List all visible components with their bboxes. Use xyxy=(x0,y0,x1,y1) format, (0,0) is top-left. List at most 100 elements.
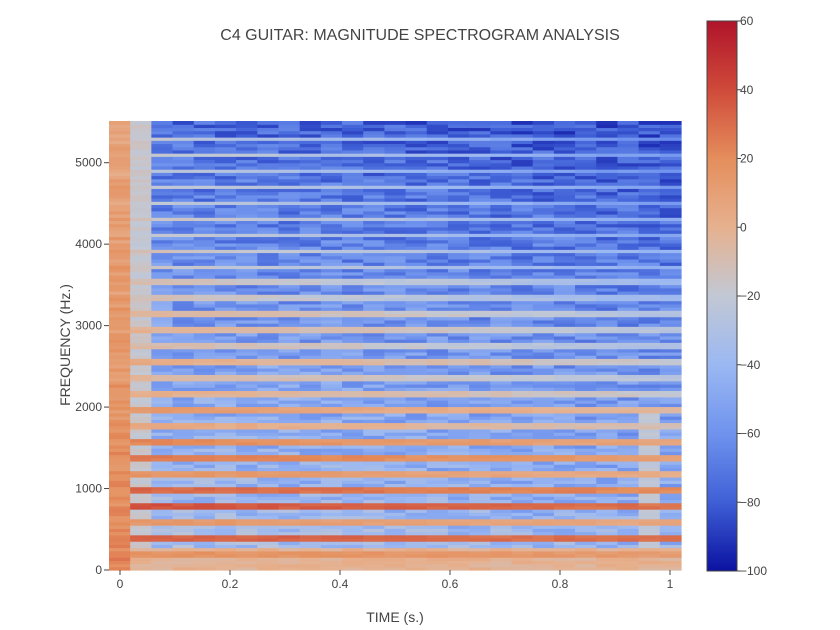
heatmap-cell xyxy=(151,220,174,225)
heatmap-cell xyxy=(469,307,491,311)
heatmap-cell xyxy=(532,512,555,517)
heatmap-cell xyxy=(130,396,152,401)
heatmap-cell xyxy=(575,422,597,427)
spectrogram-heatmap[interactable] xyxy=(109,121,682,571)
heatmap-cell xyxy=(384,278,407,282)
heatmap-cell xyxy=(320,307,343,311)
heatmap-cell xyxy=(278,396,301,401)
heatmap-cell xyxy=(447,153,470,157)
heatmap-cell xyxy=(490,332,513,337)
heatmap-cell xyxy=(617,355,640,359)
heatmap-cell xyxy=(426,473,449,478)
heatmap-cell xyxy=(617,339,640,343)
heatmap-cell xyxy=(320,127,343,132)
heatmap-cell xyxy=(553,470,576,475)
heatmap-cell xyxy=(172,467,195,472)
heatmap-cell xyxy=(405,268,428,273)
heatmap-cell xyxy=(257,133,280,138)
heatmap-cell xyxy=(490,515,513,520)
heatmap-cell xyxy=(511,470,534,475)
heatmap-cell xyxy=(109,422,131,427)
heatmap-cell xyxy=(447,451,470,456)
heatmap-cell xyxy=(490,380,513,385)
heatmap-cell xyxy=(469,444,491,449)
heatmap-cell xyxy=(659,342,682,347)
heatmap-cell xyxy=(638,220,661,225)
heatmap-cell xyxy=(384,441,407,446)
heatmap-cell xyxy=(447,258,470,263)
heatmap-cell xyxy=(490,387,513,391)
heatmap-cell xyxy=(151,307,174,311)
heatmap-cell xyxy=(236,130,258,135)
heatmap-cell xyxy=(151,326,174,331)
heatmap-cell xyxy=(363,300,386,305)
heatmap-cell xyxy=(659,512,682,517)
heatmap-cell xyxy=(130,553,152,558)
colorbar-tick-label: 40 xyxy=(740,83,754,97)
heatmap-cell xyxy=(553,531,576,536)
heatmap-cell xyxy=(384,172,407,177)
heatmap-cell xyxy=(320,502,343,507)
heatmap-cell xyxy=(193,156,216,161)
heatmap-cell xyxy=(575,290,597,295)
heatmap-cell xyxy=(257,178,280,183)
heatmap-cell xyxy=(278,435,301,440)
heatmap-cell xyxy=(596,178,619,183)
heatmap-cell xyxy=(214,566,237,571)
heatmap-cell xyxy=(596,553,619,558)
heatmap-cell xyxy=(130,165,152,170)
heatmap-cell xyxy=(299,149,322,154)
heatmap-cell xyxy=(278,172,301,177)
heatmap-cell xyxy=(257,432,280,436)
heatmap-cell xyxy=(320,467,343,472)
heatmap-cell xyxy=(469,255,491,260)
heatmap-cell xyxy=(320,432,343,436)
heatmap-cell xyxy=(109,432,131,436)
heatmap-cell xyxy=(511,201,534,205)
heatmap-cell xyxy=(426,528,449,533)
heatmap-cell xyxy=(490,525,513,529)
heatmap-cell xyxy=(278,226,301,231)
heatmap-cell xyxy=(278,496,301,501)
heatmap-cell xyxy=(575,226,597,231)
heatmap-cell xyxy=(257,480,280,485)
heatmap-cell xyxy=(236,278,258,282)
heatmap-cell xyxy=(109,127,131,132)
heatmap-cell xyxy=(553,544,576,549)
heatmap-cell xyxy=(151,303,174,308)
heatmap-cell xyxy=(659,284,682,289)
heatmap-cell xyxy=(193,457,216,462)
heatmap-cell xyxy=(363,127,386,132)
heatmap-cell xyxy=(193,181,216,186)
heatmap-cell xyxy=(236,528,258,533)
heatmap-cell xyxy=(575,233,597,238)
heatmap-cell xyxy=(342,403,364,408)
heatmap-cell xyxy=(214,374,237,379)
heatmap-cell xyxy=(299,185,322,189)
heatmap-cell xyxy=(214,332,237,337)
heatmap-cell xyxy=(575,393,597,398)
heatmap-cell xyxy=(490,130,513,135)
heatmap-cell xyxy=(214,169,237,173)
heatmap-cell xyxy=(469,560,491,565)
heatmap-cell xyxy=(426,364,449,369)
heatmap-cell xyxy=(130,550,152,555)
heatmap-cell xyxy=(320,435,343,440)
heatmap-cell xyxy=(426,358,449,363)
heatmap-cell xyxy=(511,444,534,449)
heatmap-cell xyxy=(638,262,661,266)
heatmap-cell xyxy=(638,509,661,513)
heatmap-cell xyxy=(299,124,322,129)
heatmap-cell xyxy=(384,419,407,424)
heatmap-cell xyxy=(193,339,216,343)
heatmap-cell xyxy=(490,509,513,513)
heatmap-cell xyxy=(596,140,619,145)
heatmap-cell xyxy=(342,175,364,180)
heatmap-cell xyxy=(553,332,576,337)
heatmap-cell xyxy=(151,499,174,504)
heatmap-cell xyxy=(342,265,364,270)
heatmap-cell xyxy=(469,326,491,331)
heatmap-cell xyxy=(426,457,449,462)
heatmap-cell xyxy=(193,403,216,408)
heatmap-cell xyxy=(384,345,407,350)
